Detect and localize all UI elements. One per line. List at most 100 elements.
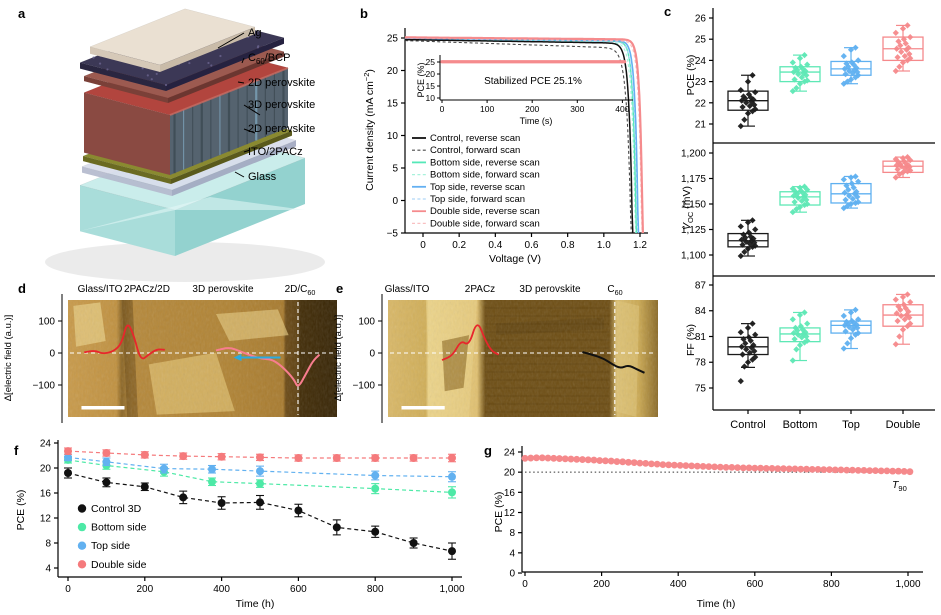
data-point — [789, 357, 796, 364]
inset-x-label: Time (s) — [520, 116, 553, 126]
data-point — [904, 22, 911, 29]
panel-label-d: d — [18, 281, 26, 296]
svg-text:84: 84 — [695, 306, 707, 317]
data-point — [607, 457, 615, 465]
y-axis-label: Δ[electric field (a.u.)] — [3, 315, 14, 402]
direction-arrow — [233, 353, 281, 361]
data-point — [579, 456, 586, 463]
data-point — [550, 454, 558, 462]
data-point — [840, 176, 847, 183]
legend-entry: Double side, reverse scan — [430, 206, 540, 217]
x-axis-label: Time (h) — [697, 598, 736, 610]
data-point — [647, 460, 655, 468]
data-point — [894, 54, 901, 61]
box-bottom — [779, 183, 821, 216]
legend-entry: Control, forward scan — [430, 145, 520, 156]
data-point — [789, 59, 796, 66]
data-point — [371, 471, 380, 480]
svg-text:0.2: 0.2 — [452, 240, 466, 251]
region-label: 2PACz — [465, 284, 495, 295]
region-label: 3D perovskite — [192, 284, 254, 295]
svg-text:400: 400 — [615, 104, 629, 114]
legend: Control 3D Bottom side Top side Double side — [77, 503, 147, 571]
svg-text:200: 200 — [136, 584, 153, 595]
data-point — [448, 454, 456, 462]
data-point — [831, 466, 839, 474]
region-labels: Glass/ITO 2PACz/2D 3D perovskite 2D/C60 — [78, 284, 316, 297]
data-point — [892, 341, 899, 348]
data-point — [625, 458, 632, 466]
data-point — [64, 447, 72, 456]
data-point — [448, 472, 456, 481]
data-point — [619, 458, 627, 466]
svg-text:8: 8 — [509, 528, 515, 539]
data-point — [722, 463, 730, 471]
data-point — [256, 467, 264, 476]
panel-label-e: e — [336, 281, 344, 296]
data-point — [774, 465, 782, 473]
data-point — [682, 462, 690, 470]
svg-text:1,175: 1,175 — [681, 174, 706, 185]
category-label: Double — [886, 419, 921, 431]
data-point — [613, 458, 621, 465]
svg-text:0: 0 — [65, 584, 71, 595]
data-point — [636, 459, 644, 467]
data-point — [741, 363, 748, 370]
data-point — [814, 465, 822, 473]
svg-text:0: 0 — [392, 196, 398, 207]
svg-text:25: 25 — [695, 35, 707, 46]
data-point — [409, 454, 418, 462]
data-point — [728, 463, 736, 471]
data-point — [791, 335, 798, 343]
data-point — [573, 455, 581, 463]
svg-text:200: 200 — [525, 104, 539, 114]
box-bottom — [779, 309, 821, 364]
data-point — [741, 116, 748, 123]
svg-text:600: 600 — [290, 584, 307, 595]
afm-image — [388, 300, 658, 417]
data-point — [294, 506, 303, 515]
data-point — [533, 454, 540, 462]
svg-text:400: 400 — [213, 584, 230, 595]
box-subplot: 26 25 24 23 22 21 PCE (%) — [685, 8, 935, 144]
y-axis-label: PCE (%) — [685, 55, 697, 96]
jv-chart: 25 20 15 10 5 0 −5 0 0.2 0.4 0.6 0.8 1.0 1.2 Voltage (… — [362, 28, 648, 265]
svg-text:1,150: 1,150 — [681, 200, 706, 211]
data-point — [757, 464, 764, 472]
legend-entry: Control 3D — [91, 503, 142, 515]
data-point — [688, 462, 696, 470]
field-profile-red — [441, 324, 500, 361]
data-point — [877, 467, 885, 475]
y-axis-label: Δ[electric field (a.u.)] — [333, 315, 344, 402]
region-label: C60 — [607, 284, 622, 297]
data-point — [544, 454, 552, 462]
legend-entry: Double side, forward scan — [430, 218, 540, 229]
panel-f-stability-chart: 24 20 16 12 8 4 0 200 400 600 800 1,000 Time (h) PCE … — [0, 438, 480, 615]
axes: 25 20 15 10 5 0 −5 0 0.2 0.4 0.6 0.8 1.0 1.2 — [387, 28, 648, 251]
panel-e-kpfm-map: 100 0 −100 Δ[electric field (a.u.)] Glass/IT… — [330, 278, 665, 450]
svg-text:12: 12 — [504, 508, 516, 519]
legend-entry: Bottom side, reverse scan — [430, 157, 540, 168]
data-point — [752, 226, 759, 233]
data-point — [853, 188, 860, 195]
data-point — [826, 466, 833, 474]
svg-text:8: 8 — [45, 539, 51, 550]
data-point — [653, 460, 661, 468]
data-point — [844, 340, 851, 347]
data-point — [737, 329, 744, 336]
data-point — [737, 252, 744, 260]
data-point — [840, 53, 847, 60]
box-top — [830, 306, 872, 352]
data-point — [739, 464, 747, 472]
data-point — [208, 465, 216, 474]
data-point — [900, 36, 908, 43]
data-point — [217, 499, 226, 507]
category-label: Bottom — [783, 419, 818, 431]
data-point — [796, 55, 804, 62]
axes: 24 20 16 12 8 4 0 200 400 600 800 1,000 — [40, 439, 465, 596]
box-subplot: 1,200 1,175 1,150 1,125 1,100 VOC (mV) — [681, 143, 935, 277]
data-point — [793, 84, 800, 92]
data-point — [256, 479, 264, 488]
data-point — [630, 459, 638, 466]
data-point — [538, 454, 546, 462]
